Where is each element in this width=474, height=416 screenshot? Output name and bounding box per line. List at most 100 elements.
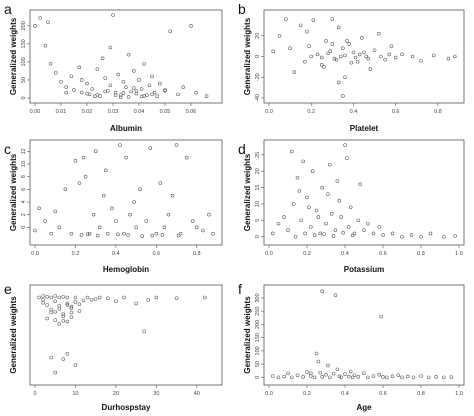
data-point bbox=[95, 233, 100, 238]
panel-e: e 0 10 20 30 40 Durhospstay Generalized weights bbox=[4, 281, 223, 412]
data-point bbox=[168, 29, 172, 34]
data-point bbox=[139, 94, 144, 99]
data-point bbox=[377, 372, 381, 377]
x-tick-label: 0.0 bbox=[265, 109, 273, 115]
data-point bbox=[453, 54, 457, 59]
x-axis-title: Platelet bbox=[350, 124, 379, 133]
data-point bbox=[347, 42, 351, 46]
y-tick-label: 0 bbox=[21, 96, 27, 99]
x-tick-label: 0.8 bbox=[417, 251, 425, 257]
data-point bbox=[390, 374, 395, 379]
y-tick-label: 0 bbox=[255, 235, 261, 238]
x-tick-label: 1.0 bbox=[455, 251, 463, 257]
data-point bbox=[383, 57, 387, 62]
data-point bbox=[305, 195, 309, 200]
data-point bbox=[348, 205, 353, 210]
x-axis-title: Age bbox=[356, 403, 372, 412]
data-point bbox=[419, 374, 423, 378]
data-point bbox=[49, 231, 53, 236]
panel-b: b 0.0 0.2 0.4 0.6 0.8 -40 -20 0 20 Platelet General… bbox=[238, 1, 465, 133]
data-point bbox=[379, 54, 383, 59]
data-point bbox=[146, 297, 151, 302]
data-point bbox=[69, 304, 74, 309]
data-point bbox=[195, 225, 199, 230]
data-point bbox=[345, 156, 349, 160]
data-point bbox=[333, 293, 338, 298]
data-point bbox=[329, 212, 334, 216]
data-point bbox=[119, 93, 123, 97]
data-point bbox=[113, 90, 118, 95]
data-point bbox=[61, 312, 66, 316]
y-tick-label: 150 bbox=[255, 333, 261, 342]
data-point bbox=[309, 371, 313, 376]
data-point bbox=[181, 85, 185, 89]
data-point bbox=[303, 231, 307, 236]
data-point bbox=[49, 295, 53, 300]
y-tick-label: 50 bbox=[21, 77, 27, 83]
data-point bbox=[91, 212, 96, 217]
data-point bbox=[320, 55, 324, 60]
data-point bbox=[326, 51, 330, 56]
data-point bbox=[282, 215, 286, 219]
data-point bbox=[400, 52, 404, 57]
data-point bbox=[129, 89, 133, 94]
data-point bbox=[324, 221, 328, 226]
data-point bbox=[318, 231, 323, 236]
data-point bbox=[431, 53, 436, 58]
data-point bbox=[271, 231, 275, 236]
data-point bbox=[90, 87, 94, 91]
data-point bbox=[305, 370, 309, 374]
data-point bbox=[411, 375, 416, 380]
panel-f: f 0.0 0.2 0.4 0.6 0.8 1.0 0 50 100 150 200 250 300 Age… bbox=[238, 281, 465, 412]
data-point bbox=[163, 88, 167, 92]
data-point bbox=[147, 83, 152, 88]
x-tick-label: 20 bbox=[113, 391, 119, 397]
data-point bbox=[80, 90, 84, 95]
data-point bbox=[271, 49, 275, 54]
data-point bbox=[299, 218, 304, 223]
y-tick-label: -20 bbox=[255, 73, 261, 81]
panel-letter: f bbox=[238, 281, 242, 297]
data-point bbox=[314, 351, 319, 356]
data-point bbox=[328, 162, 332, 167]
data-point bbox=[301, 375, 305, 379]
x-tick-label: 0.01 bbox=[56, 109, 67, 115]
data-point bbox=[150, 74, 154, 79]
plot-frame bbox=[263, 284, 465, 386]
panel-a: a 0.00 0.01 0.02 0.03 0.04 0.05 0.06 0 50 100 150 20… bbox=[4, 1, 223, 133]
data-point bbox=[73, 300, 78, 304]
data-point bbox=[73, 363, 78, 367]
x-axis-title: Albumin bbox=[110, 124, 142, 133]
data-point bbox=[409, 233, 414, 237]
y-tick-label: 0 bbox=[255, 55, 261, 58]
data-point bbox=[345, 39, 349, 43]
x-tick-label: 0.0 bbox=[31, 251, 39, 257]
y-tick-label: 0 bbox=[255, 376, 261, 379]
data-point bbox=[122, 295, 126, 300]
data-point bbox=[203, 295, 207, 300]
data-point bbox=[46, 20, 50, 24]
data-point bbox=[69, 315, 74, 319]
data-point bbox=[379, 314, 383, 319]
data-point bbox=[72, 88, 76, 92]
x-tick-label: 0.2 bbox=[307, 109, 315, 115]
panel-letter: b bbox=[238, 1, 246, 17]
data-point bbox=[166, 212, 171, 217]
y-tick-label: 15 bbox=[255, 185, 261, 191]
y-axis-title: Generalized weights bbox=[9, 296, 18, 374]
x-tick-label: 0.04 bbox=[134, 109, 145, 115]
x-tick-label: 0.4 bbox=[341, 391, 349, 397]
y-tick-label: 100 bbox=[21, 57, 27, 66]
x-tick-label: 0.05 bbox=[160, 109, 171, 115]
panel-letter: e bbox=[4, 281, 12, 297]
data-point bbox=[116, 72, 120, 77]
data-point bbox=[43, 43, 48, 48]
data-point bbox=[79, 233, 84, 237]
data-point bbox=[324, 39, 328, 43]
data-point bbox=[137, 78, 141, 82]
data-point bbox=[381, 233, 385, 237]
data-point bbox=[204, 94, 209, 98]
data-point bbox=[356, 375, 361, 379]
data-point bbox=[410, 54, 415, 59]
x-tick-label: 0.8 bbox=[417, 391, 425, 397]
